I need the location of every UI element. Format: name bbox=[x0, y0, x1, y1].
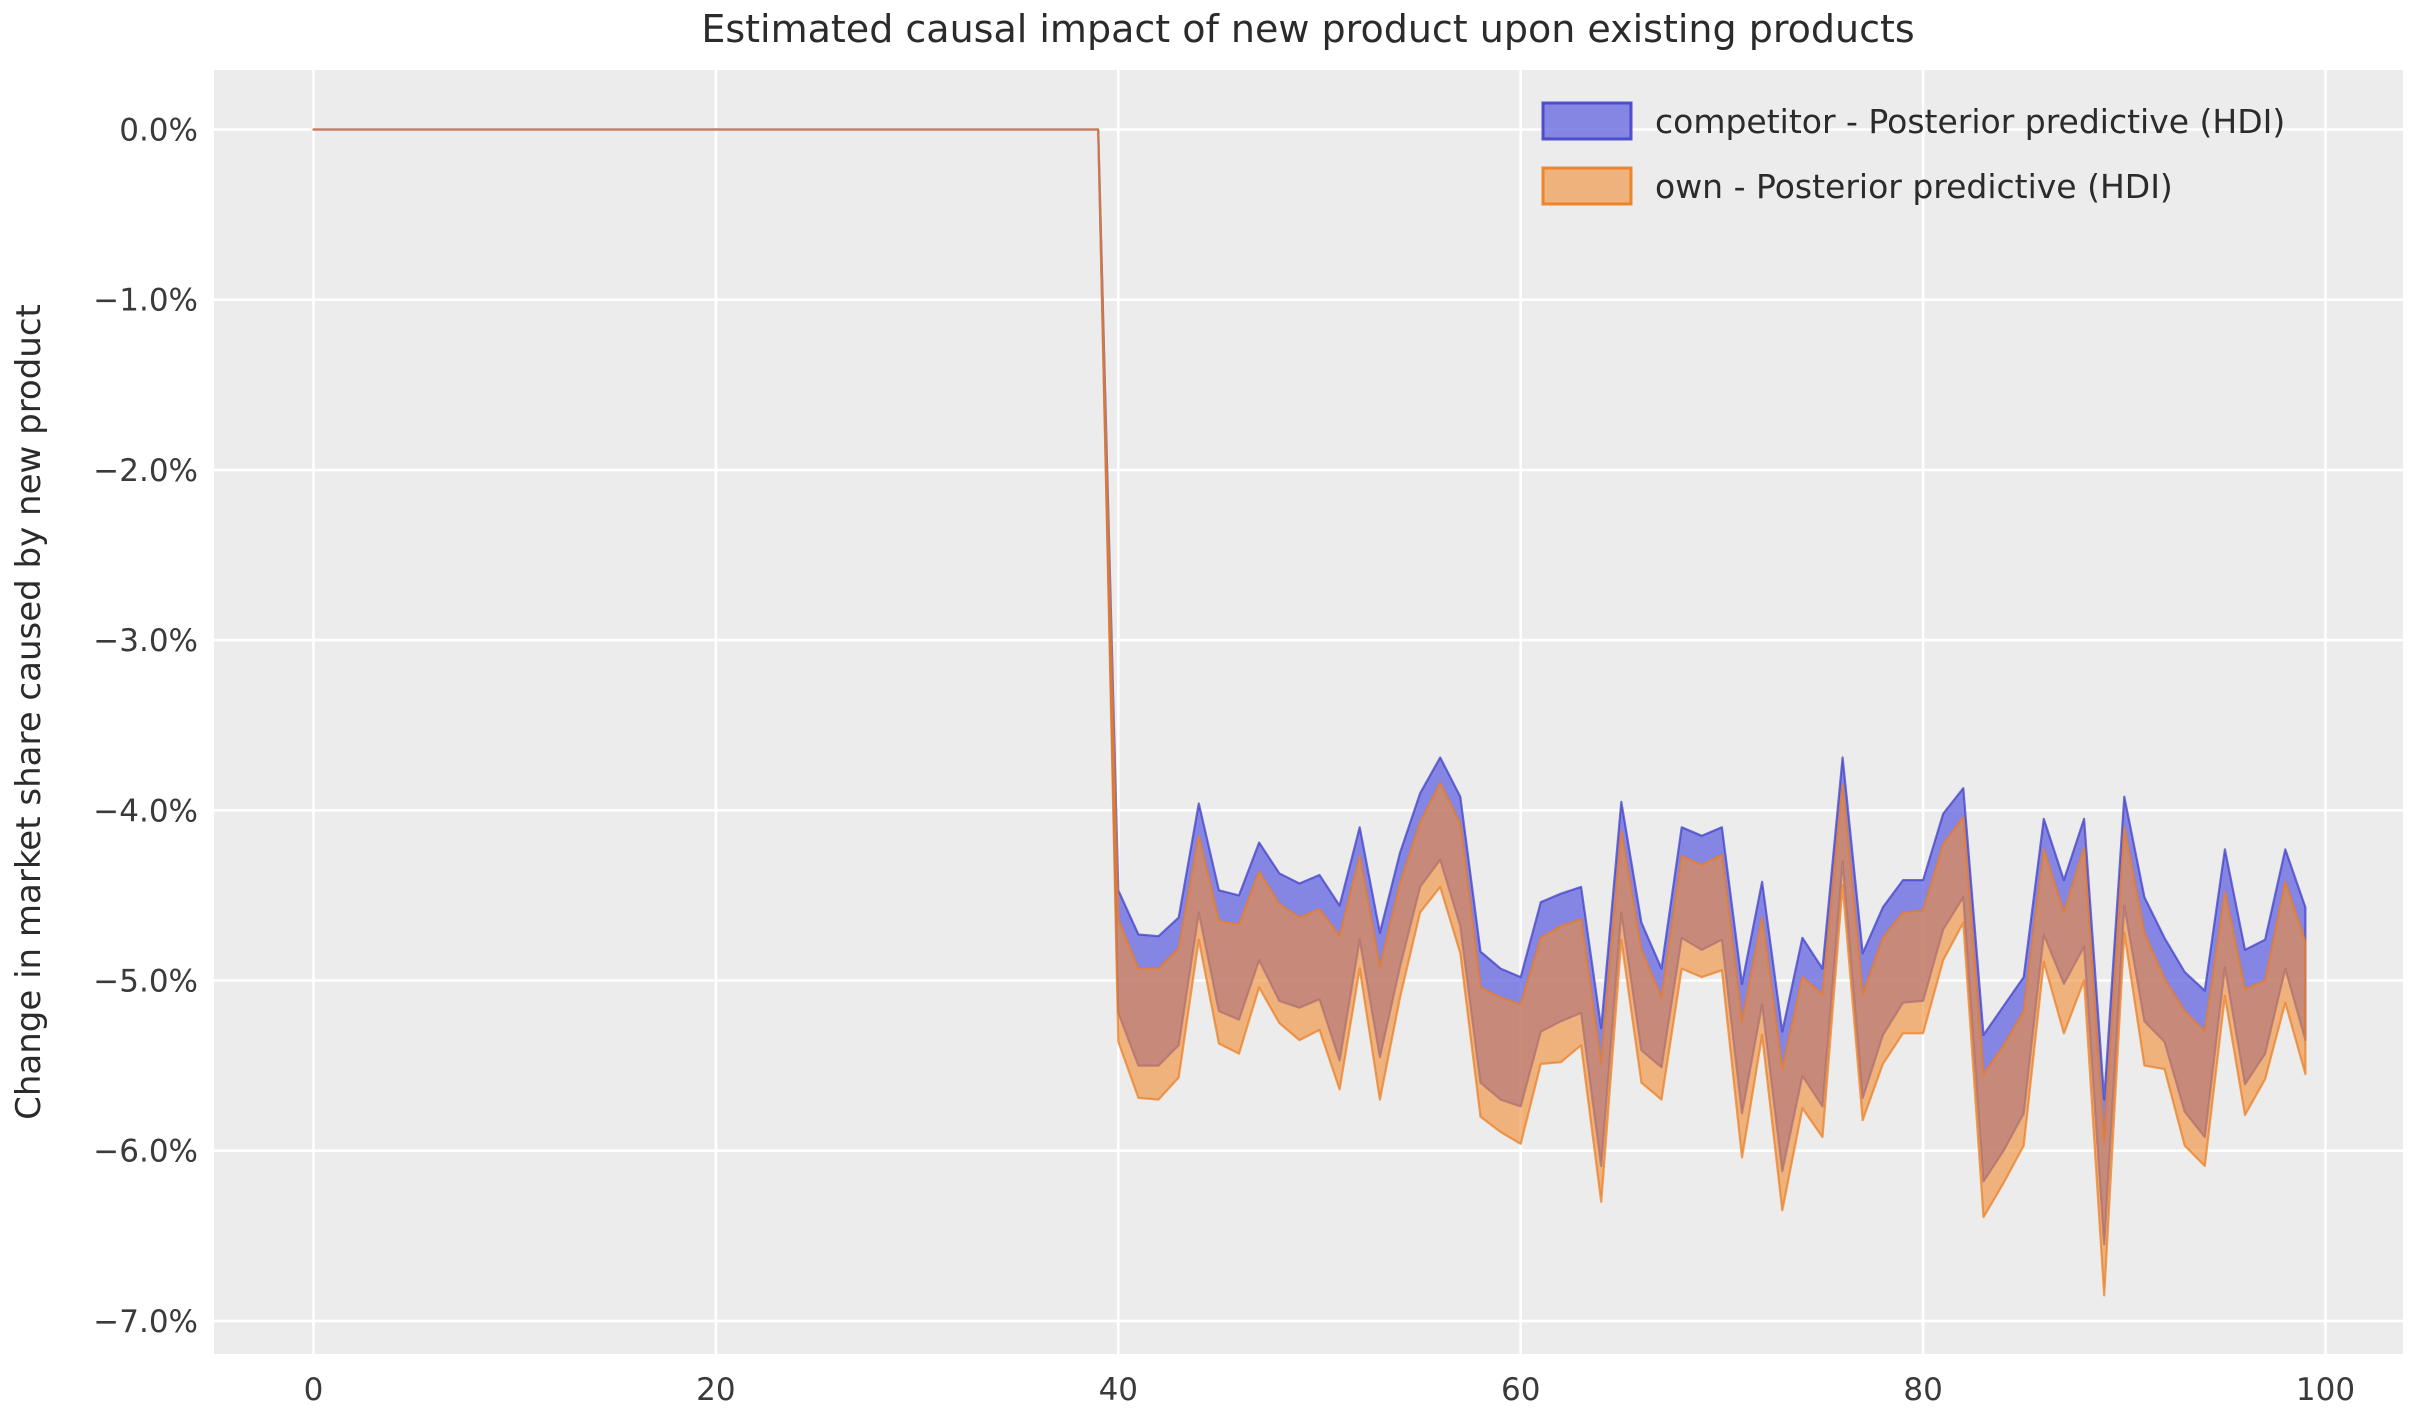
plot-background bbox=[214, 70, 2403, 1354]
legend-swatch-1 bbox=[1541, 166, 1633, 206]
x-tick-label-20: 20 bbox=[696, 1372, 735, 1408]
y-tick-label--3: −3.0% bbox=[93, 623, 198, 659]
y-tick-label--4: −4.0% bbox=[93, 793, 198, 829]
legend-swatch-0 bbox=[1541, 101, 1633, 141]
own-hdi-band bbox=[312, 128, 2307, 1297]
y-axis-label: Change in market share caused by new pro… bbox=[9, 304, 49, 1120]
legend-label-1: own - Posterior predictive (HDI) bbox=[1655, 167, 2173, 206]
x-tick-label-40: 40 bbox=[1099, 1372, 1138, 1408]
y-tick-label--6: −6.0% bbox=[93, 1134, 198, 1170]
legend-item-0: competitor - Posterior predictive (HDI) bbox=[1541, 101, 2285, 141]
x-tick-label-100: 100 bbox=[2296, 1372, 2355, 1408]
chart-title: Estimated causal impact of new product u… bbox=[701, 7, 1914, 51]
x-tick-label-60: 60 bbox=[1501, 1372, 1540, 1408]
legend-label-0: competitor - Posterior predictive (HDI) bbox=[1655, 102, 2285, 141]
hdi-bands bbox=[312, 128, 2307, 1297]
x-tick-label-80: 80 bbox=[1903, 1372, 1942, 1408]
y-tick-label--2: −2.0% bbox=[93, 453, 198, 489]
y-tick-label-0: 0.0% bbox=[119, 113, 198, 149]
legend-item-1: own - Posterior predictive (HDI) bbox=[1541, 166, 2173, 206]
y-tick-label--5: −5.0% bbox=[93, 964, 198, 1000]
y-tick-label--7: −7.0% bbox=[93, 1304, 198, 1340]
y-tick-label--1: −1.0% bbox=[93, 283, 198, 319]
x-tick-label-0: 0 bbox=[304, 1372, 324, 1408]
